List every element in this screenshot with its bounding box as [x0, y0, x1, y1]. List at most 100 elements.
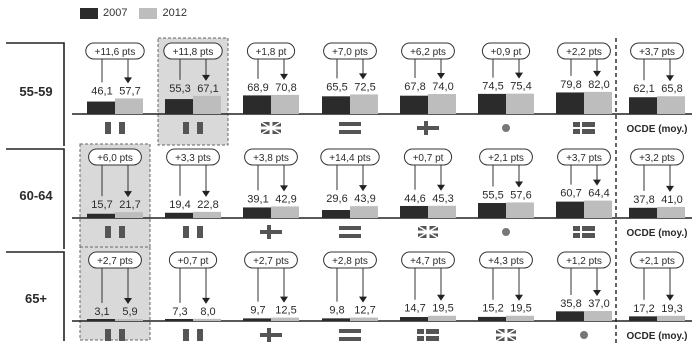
- country-60-64-3-flag: [339, 226, 361, 238]
- bar-2007-65+-2: [243, 318, 271, 321]
- average-label-60-64: OCDE (moy.): [627, 228, 688, 239]
- country-55-59-6-flag-cross-h: [573, 127, 595, 129]
- value-2007-65+-4: 14,7: [404, 303, 425, 315]
- country-55-59-0-flag-stripe-left: [105, 122, 111, 134]
- value-2007-55-59-0: 46,1: [91, 85, 112, 97]
- bar-2012-60-64-5: [506, 202, 534, 218]
- country-60-64-1-flag-stripe-right: [197, 226, 203, 238]
- change-label-60-64-7: +3,2 pts: [639, 153, 675, 164]
- bar-2012-60-64-2: [271, 206, 299, 218]
- country-55-59-2-flag: [260, 121, 282, 135]
- change-bubble-55-59-4: [401, 42, 455, 60]
- bar-2007-65+-4: [400, 317, 428, 321]
- legend-item-2012: 2012: [139, 7, 187, 19]
- arrow-head-60-64-5: [515, 181, 523, 188]
- arrow-head-65+-6: [593, 290, 601, 297]
- arrow-head-55-59-1: [202, 74, 210, 81]
- country-55-59-3-flag-stripe-top: [339, 122, 361, 126]
- arrow-head-65+-1: [202, 297, 210, 304]
- arrow-head-55-59-3: [359, 73, 367, 80]
- value-2012-55-59-4: 74,0: [432, 81, 453, 93]
- change-label-60-64-0: +6,0 pts: [97, 153, 133, 164]
- country-60-64-6-flag: [573, 226, 595, 238]
- bar-2007-60-64-5: [478, 203, 506, 218]
- country-55-59-4-flag-bar-v: [424, 121, 428, 135]
- change-label-55-59-4: +6,2 pts: [410, 47, 446, 58]
- bar-2012-55-59-4: [428, 94, 456, 114]
- bar-2012-65+-2: [271, 317, 299, 321]
- bar-2012-60-64-1: [193, 211, 221, 218]
- value-2007-65+-5: 15,2: [482, 303, 503, 315]
- change-label-55-59-3: +7,0 pts: [332, 47, 368, 58]
- change-label-55-59-2: +1,8 pt: [256, 47, 287, 58]
- value-2012-60-64-2: 42,9: [275, 193, 296, 205]
- legend-swatch-2012: [139, 7, 158, 19]
- country-55-59-1-flag-stripe-right: [197, 122, 203, 134]
- bar-2007-65+-1: [165, 319, 193, 321]
- bar-2007-65+-6: [556, 311, 584, 321]
- bar-2012-55-59-3: [350, 94, 378, 114]
- country-55-59-4-flag: [417, 121, 439, 135]
- change-bubble-60-64-2: [244, 148, 298, 166]
- country-55-59-3-flag: [339, 122, 361, 134]
- bar-2012-55-59-0: [115, 98, 143, 114]
- change-bubble-60-64-5: [479, 148, 533, 166]
- bar-2007-55-59-7: [629, 97, 657, 114]
- country-65+-2-flag: [260, 328, 282, 342]
- country-60-64-4-flag: [417, 225, 439, 239]
- arrow-head-60-64-1: [202, 190, 210, 197]
- country-65+-4-flag: [417, 329, 439, 341]
- value-2007-65+-2: 9,7: [250, 305, 265, 317]
- change-bubble-60-64-0: [88, 148, 142, 166]
- country-60-64-6-flag-cross-h: [573, 231, 595, 233]
- change-label-65+-7: +2,1 pts: [639, 256, 675, 267]
- change-label-55-59-0: +11,6 pts: [95, 47, 136, 58]
- bar-2012-65+-3: [350, 317, 378, 321]
- value-2007-55-59-2: 68,9: [247, 82, 268, 94]
- change-label-60-64-4: +0,7 pt: [413, 153, 444, 164]
- value-2012-65+-3: 12,7: [354, 305, 375, 317]
- change-bubble-60-64-1: [166, 148, 220, 166]
- country-65+-5-flag: [495, 328, 517, 342]
- value-2012-55-59-5: 75,4: [510, 81, 531, 93]
- change-bubble-65+-6: [557, 251, 611, 269]
- value-2012-55-59-0: 57,7: [119, 85, 140, 97]
- value-2012-60-64-6: 64,4: [588, 188, 609, 200]
- change-bubble-55-59-3: [323, 42, 377, 60]
- change-bubble-65+-7: [630, 251, 684, 269]
- bar-2012-60-64-4: [428, 205, 456, 218]
- change-label-60-64-2: +3,8 pts: [253, 153, 289, 164]
- country-65+-6-flag-dot: [580, 331, 588, 339]
- bar-2012-55-59-1: [193, 95, 221, 114]
- change-bubble-65+-3: [323, 251, 377, 269]
- bar-2012-60-64-7: [657, 206, 685, 218]
- arrow-head-65+-4: [437, 294, 445, 301]
- value-2007-55-59-4: 67,8: [404, 81, 425, 93]
- value-2012-60-64-5: 57,6: [510, 189, 531, 201]
- change-label-60-64-1: +3,3 pts: [175, 153, 211, 164]
- value-2007-60-64-0: 15,7: [91, 199, 112, 211]
- country-60-64-1-flag: [183, 226, 203, 238]
- country-65+-1-flag-stripe-right: [197, 329, 203, 341]
- change-label-55-59-6: +2,2 pts: [566, 47, 602, 58]
- change-bubble-65+-5: [479, 251, 533, 269]
- value-2007-60-64-4: 44,6: [404, 193, 425, 205]
- value-2012-60-64-3: 43,9: [354, 193, 375, 205]
- value-2012-55-59-7: 65,8: [661, 83, 682, 95]
- bar-2012-65+-1: [193, 318, 221, 321]
- value-2012-65+-7: 19,3: [661, 303, 682, 315]
- value-2012-65+-6: 37,0: [588, 298, 609, 310]
- change-bubble-60-64-7: [630, 148, 684, 166]
- change-label-65+-0: +2,7 pts: [97, 256, 133, 267]
- value-2007-55-59-7: 62,1: [633, 83, 654, 95]
- bar-2012-55-59-7: [657, 96, 685, 114]
- country-65+-3-flag: [339, 329, 361, 341]
- value-2012-65+-1: 8,0: [200, 306, 215, 318]
- arrow-head-55-59-0: [124, 77, 132, 84]
- bar-2012-65+-7: [657, 315, 685, 321]
- value-2007-65+-0: 3,1: [94, 306, 109, 318]
- bar-2007-55-59-0: [87, 101, 115, 114]
- country-55-59-0-flag: [105, 122, 125, 134]
- change-bubble-55-59-5: [481, 42, 531, 60]
